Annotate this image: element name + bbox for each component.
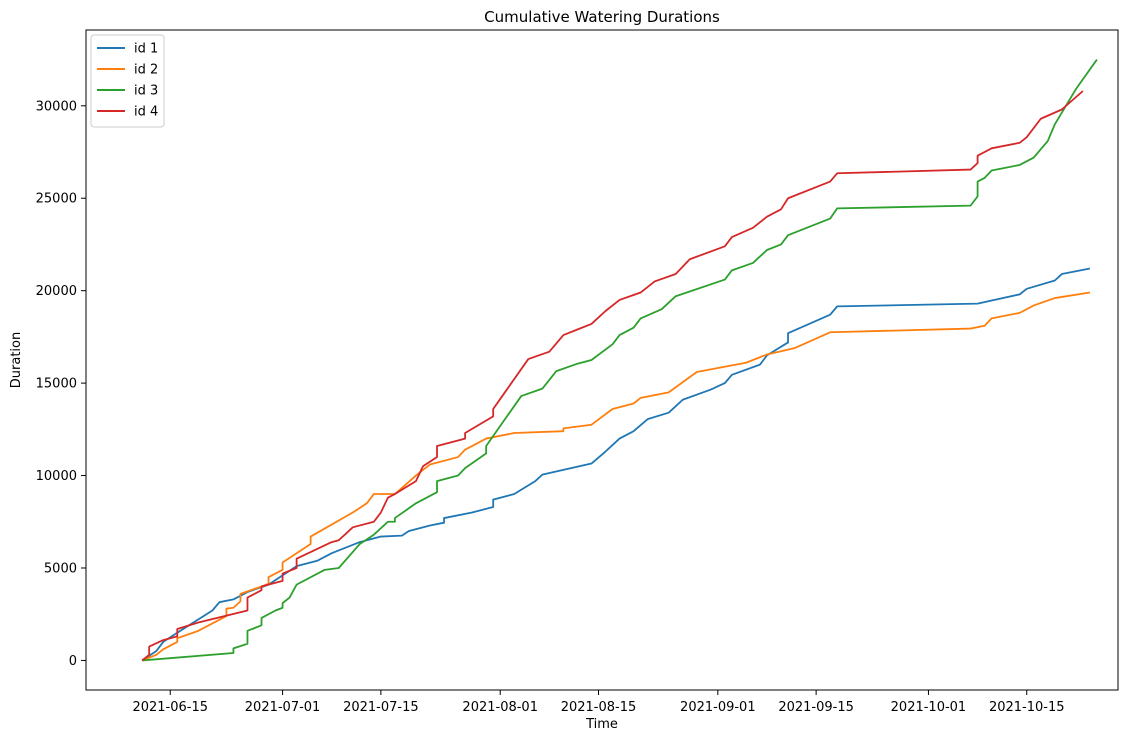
x-tick-label: 2021-07-15 [343,700,419,715]
x-tick-label: 2021-10-01 [891,700,967,715]
y-tick-label: 0 [69,654,77,669]
plot-frame [85,29,1119,691]
series-line-id-4 [141,90,1084,662]
x-tick-label: 2021-06-15 [132,700,208,715]
x-tick-label: 2021-07-01 [245,700,321,715]
y-axis-ticks: 0 5000 10000 15000 20000 25000 30000 [36,99,86,669]
x-tick-label: 2021-10-15 [989,700,1065,715]
series-layer [141,59,1098,662]
y-tick-label: 30000 [36,99,77,114]
legend-label: id 1 [134,42,158,57]
x-axis-ticks: 2021-06-15 2021-07-01 2021-07-15 2021-08-01… [132,690,1065,715]
legend: id 1 id 2 id 3 id 4 [90,34,165,128]
series-line-id-2 [141,291,1091,662]
y-axis-label: Duration [9,332,24,388]
y-tick-label: 25000 [36,192,77,207]
y-tick-label: 10000 [36,469,77,484]
legend-label: id 3 [134,84,158,99]
plot-area [86,30,1118,690]
y-tick-label: 15000 [36,377,77,392]
x-tick-label: 2021-08-01 [462,700,538,715]
x-axis-label: Time [585,717,618,732]
legend-box [90,34,165,128]
legend-label: id 2 [134,63,158,78]
y-tick-label: 20000 [36,284,77,299]
y-tick-label: 5000 [44,561,77,576]
legend-label: id 4 [134,105,158,120]
chart-title: Cumulative Watering Durations [484,8,720,26]
x-tick-label: 2021-08-15 [561,700,637,715]
series-line-id-3 [142,59,1098,662]
x-tick-label: 2021-09-01 [680,700,756,715]
x-tick-label: 2021-09-15 [778,700,854,715]
